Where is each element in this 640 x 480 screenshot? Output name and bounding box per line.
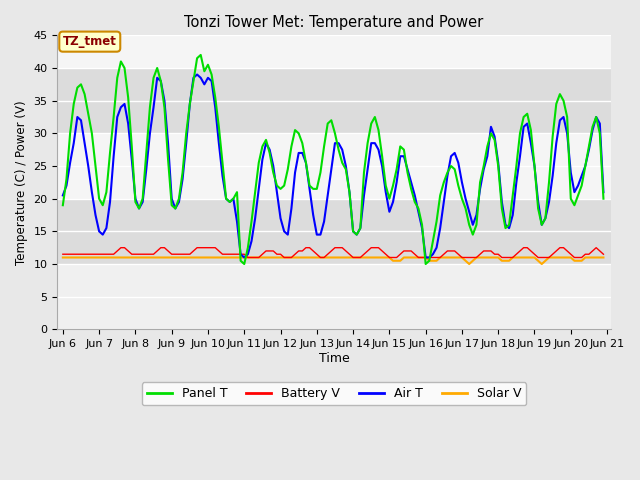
Y-axis label: Temperature (C) / Power (V): Temperature (C) / Power (V) [15, 100, 28, 264]
Title: Tonzi Tower Met: Temperature and Power: Tonzi Tower Met: Temperature and Power [184, 15, 484, 30]
Bar [58, 68, 611, 133]
Legend: Panel T, Battery V, Air T, Solar V: Panel T, Battery V, Air T, Solar V [142, 383, 526, 406]
Text: TZ_tmet: TZ_tmet [63, 35, 116, 48]
Bar [58, 199, 611, 264]
X-axis label: Time: Time [319, 352, 349, 365]
Bar [58, 133, 611, 199]
Bar [58, 264, 611, 329]
Bar [58, 36, 611, 68]
